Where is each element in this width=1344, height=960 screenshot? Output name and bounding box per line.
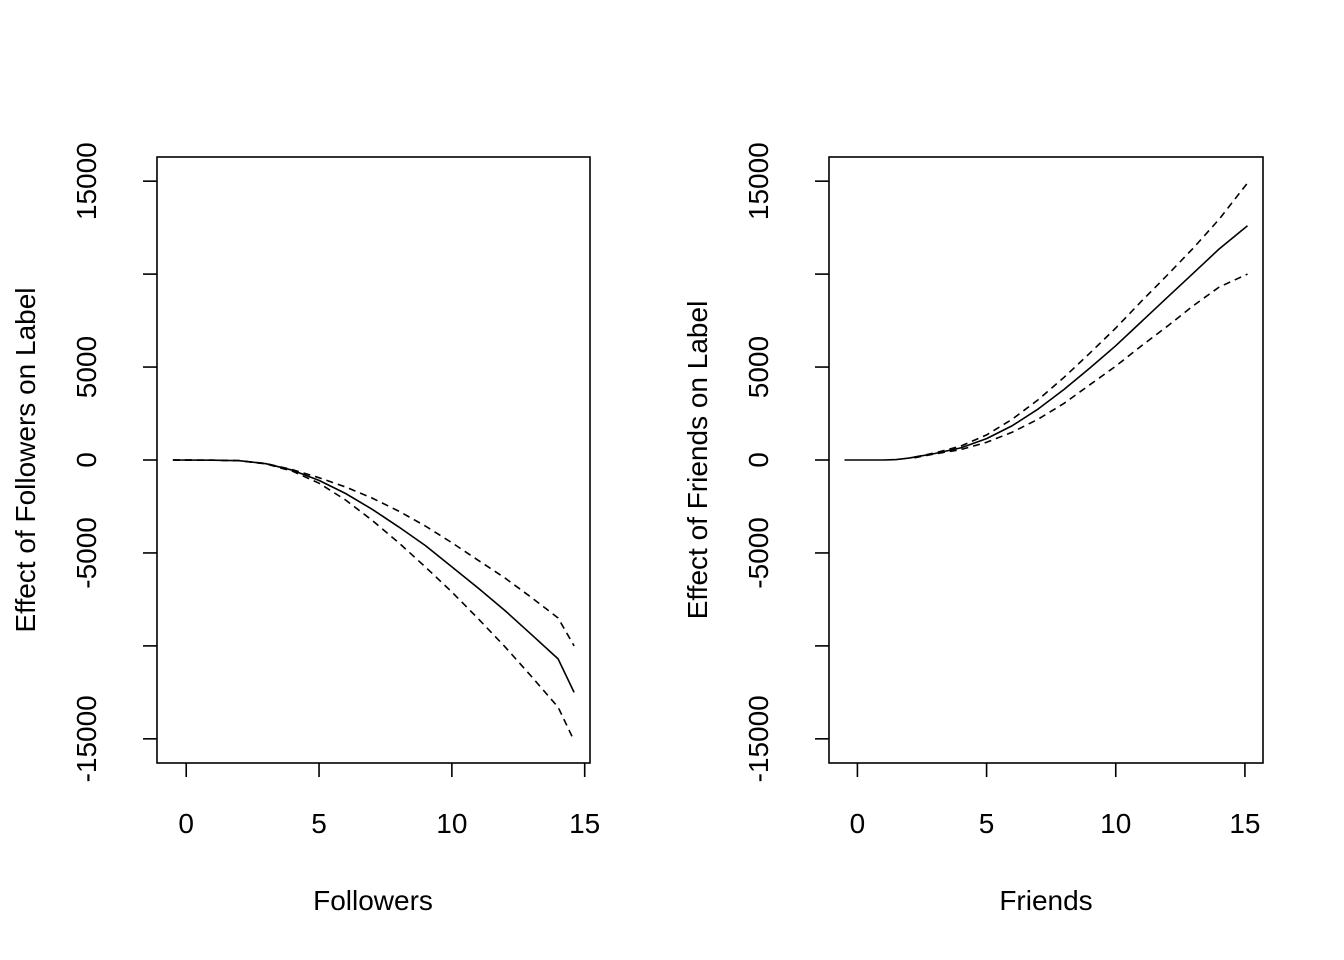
y-tick-label: 5000: [743, 336, 774, 398]
y-tick-label: -5000: [743, 517, 774, 589]
confidence-band-line: [914, 273, 1248, 459]
confidence-band-line: [914, 182, 1249, 458]
y-tick-label: -15000: [743, 695, 774, 782]
followers-panel: Followers Effect of Followers on Label 0…: [10, 142, 600, 916]
axis-ticks: 0 5 10 15 -15000 -5000 0 5000 15000: [71, 142, 600, 839]
series-lines: [172, 459, 575, 742]
x-tick-label: 5: [979, 808, 995, 839]
y-tick-label: -5000: [71, 517, 102, 589]
estimate-line: [172, 459, 575, 693]
x-tick-label: 0: [178, 808, 194, 839]
x-axis-label: Followers: [313, 885, 433, 916]
x-axis-label: Friends: [999, 885, 1092, 916]
y-tick-label: 15000: [71, 142, 102, 220]
x-tick-label: 10: [1100, 808, 1131, 839]
x-tick-label: 10: [436, 808, 467, 839]
y-tick-label: 0: [743, 452, 774, 468]
confidence-band-line: [172, 459, 575, 742]
y-axis-label: Effect of Friends on Label: [682, 301, 713, 620]
x-tick-label: 15: [569, 808, 600, 839]
y-tick-label: -15000: [71, 695, 102, 782]
y-tick-label: 15000: [743, 142, 774, 220]
estimate-line: [844, 225, 1249, 461]
x-tick-label: 0: [850, 808, 866, 839]
friends-panel: Friends Effect of Friends on Label 0 5 10 1…: [682, 142, 1264, 916]
x-tick-label: 5: [311, 808, 327, 839]
y-tick-label: 0: [71, 452, 102, 468]
confidence-band-line: [172, 459, 575, 647]
x-tick-label: 15: [1229, 808, 1260, 839]
axis-ticks: 0 5 10 15 -15000 -5000 0 5000 15000: [743, 142, 1260, 839]
y-axis-label: Effect of Followers on Label: [10, 287, 41, 632]
series-lines: [844, 182, 1249, 461]
y-tick-label: 5000: [71, 336, 102, 398]
